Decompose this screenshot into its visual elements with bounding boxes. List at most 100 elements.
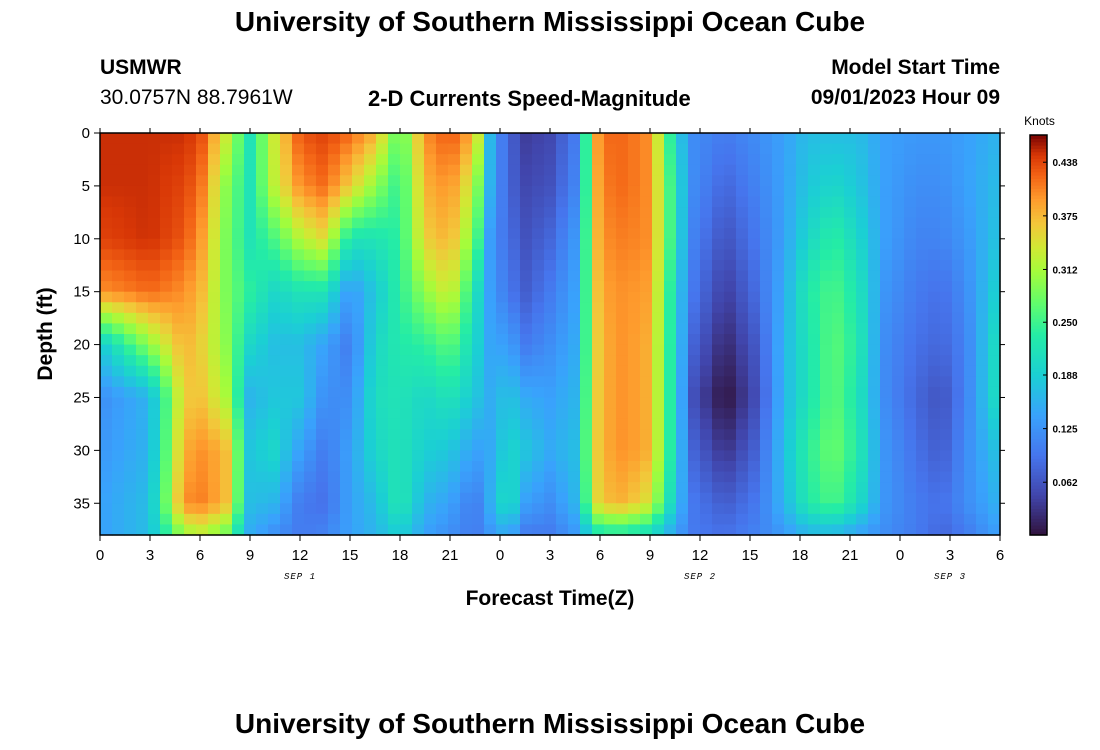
heatmap-cell [892,281,905,293]
heatmap-cell [292,376,305,388]
heatmap-cell [208,471,221,483]
heatmap-cell [520,482,533,494]
heatmap-cell [544,439,557,451]
heatmap-cell [508,154,521,166]
heatmap-cell [400,196,413,208]
heatmap-cell [952,323,965,335]
heatmap-cell [460,408,473,420]
heatmap-cell [736,323,749,335]
heatmap-cell [364,323,377,335]
heatmap-cell [652,291,665,303]
heatmap-cell [196,164,209,176]
heatmap-cell [232,270,245,282]
heatmap-cell [148,513,161,526]
heatmap-cell [652,429,665,441]
heatmap-cell [136,302,149,314]
heatmap-cell [928,418,941,430]
heatmap-cell [424,492,437,504]
heatmap-cell [268,185,281,198]
heatmap-cell [352,439,365,451]
heatmap-cell [472,133,485,145]
heatmap-cell [628,450,641,462]
heatmap-cell [580,365,593,377]
heatmap-cell [244,143,257,155]
heatmap-cell [196,185,209,198]
heatmap-cell [160,312,173,325]
heatmap-cell [532,249,545,261]
heatmap-cell [136,291,149,303]
heatmap-cell [436,524,449,536]
heatmap-cell [400,492,413,504]
heatmap-cell [388,196,401,208]
heatmap-cell [304,450,317,462]
heatmap-cell [436,344,449,356]
colorbar-segment [1030,345,1047,349]
heatmap-cell [196,450,209,462]
heatmap-cell [196,238,209,250]
heatmap-cell [532,513,545,526]
heatmap-cell [532,524,545,536]
heatmap-cell [724,185,737,198]
heatmap-cell [592,471,605,483]
heatmap-cell [280,238,293,250]
heatmap-cell [796,249,809,261]
y-tick-label: 0 [82,125,90,142]
heatmap-cell [532,154,545,166]
heatmap-cell [172,133,185,145]
heatmap-cell [784,238,797,250]
heatmap-cell [412,270,425,282]
heatmap-cell [988,450,1001,462]
heatmap-cell [628,281,641,293]
heatmap-cell [544,492,557,504]
heatmap-cell [256,429,269,441]
heatmap-cell [616,238,629,250]
heatmap-cell [748,524,761,536]
heatmap-cell [700,376,713,388]
heatmap-cell [520,365,533,377]
heatmap-cell [316,429,329,441]
heatmap-cell [424,143,437,155]
heatmap-cell [616,323,629,335]
heatmap-cell [664,492,677,504]
heatmap-cell [160,492,173,504]
heatmap-cell [688,249,701,261]
heatmap-cell [532,439,545,451]
heatmap-cell [652,482,665,494]
heatmap-cell [604,376,617,388]
heatmap-cell [244,196,257,208]
heatmap-cell [208,386,221,399]
heatmap-cell [580,238,593,250]
heatmap-cell [640,355,653,367]
heatmap-cell [676,471,689,483]
heatmap-cell [952,270,965,282]
heatmap-cell [208,323,221,335]
heatmap-cell [196,217,209,229]
heatmap-cell [508,228,521,240]
heatmap-cell [652,281,665,293]
heatmap-cell [628,323,641,335]
heatmap-cell [292,217,305,229]
heatmap-cell [160,418,173,430]
heatmap-cell [640,228,653,240]
heatmap-cell [772,302,785,314]
heatmap-cell [124,439,137,451]
heatmap-cell [232,334,245,346]
heatmap-cell [388,175,401,187]
heatmap-cell [184,259,197,272]
heatmap-cell [532,143,545,155]
heatmap-cell [532,228,545,240]
heatmap-cell [664,312,677,325]
heatmap-cell [508,397,521,409]
heatmap-cell [244,386,257,399]
heatmap-cell [772,217,785,229]
heatmap-cell [112,471,125,483]
heatmap-cell [244,524,257,536]
heatmap-cell [448,344,461,356]
heatmap-cell [736,513,749,526]
heatmap-cell [796,196,809,208]
heatmap-cell [688,175,701,187]
heatmap-cell [784,450,797,462]
heatmap-cell [184,217,197,229]
colorbar-segment [1030,445,1047,449]
heatmap-cell [676,344,689,356]
